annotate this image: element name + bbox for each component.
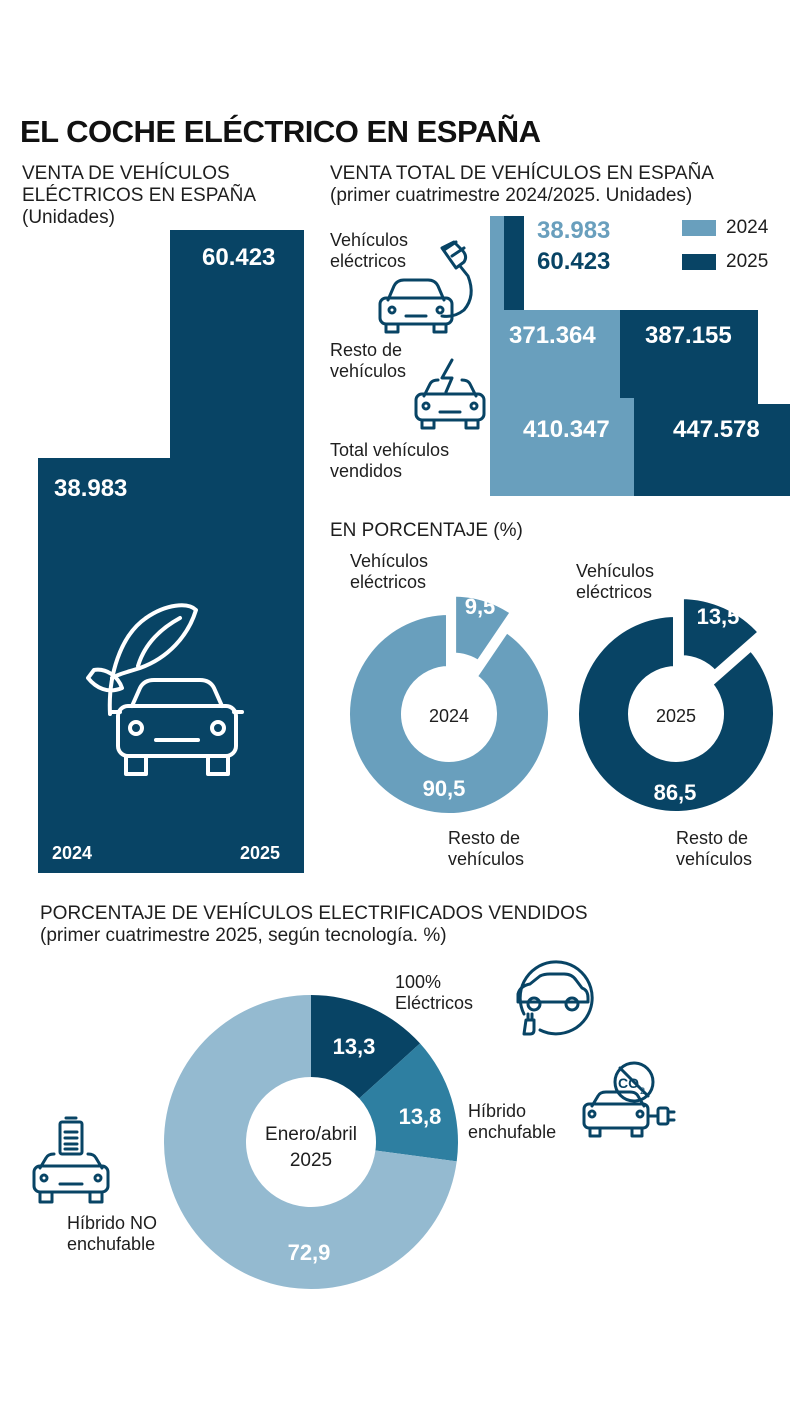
donut-tech-center-label-1: Enero/abril — [265, 1124, 357, 1145]
donut-2025-rest-slice — [573, 610, 779, 817]
legend-label-2025: 2025 — [726, 251, 769, 272]
tech-chart-heading: PORCENTAJE DE VEHÍCULOS ELECTRIFICADOS V… — [40, 903, 588, 947]
donut-tech-phev-slice — [359, 1043, 458, 1162]
bev-label: 100% Eléctricos — [395, 972, 473, 1014]
co2-car-icon: CO 2 — [578, 1060, 678, 1144]
pct-2024-ev-label-line-1: Vehículos — [350, 551, 429, 571]
bar-2025 — [170, 230, 304, 873]
pct-2025-rest-label-line-1: Resto de — [676, 828, 749, 848]
total-2025-value: 447.578 — [673, 416, 760, 443]
hev-label: Híbrido NO enchufable — [67, 1213, 157, 1255]
hev-label-line-2: enchufable — [67, 1234, 156, 1254]
legend-label-2024: 2024 — [726, 217, 769, 238]
donut-2024: 9,5 90,5 2024 — [344, 590, 554, 819]
donut-2024-rest-slice-value: 90,5 — [423, 776, 466, 801]
rest-2024-value: 371.364 — [509, 322, 596, 349]
ev-2024-bar — [490, 216, 504, 310]
ev-2025-bar — [504, 216, 524, 310]
tech-heading-line-2: (primer cuatrimestre 2025, según tecnolo… — [40, 925, 447, 946]
rest-2024-bar — [490, 310, 620, 398]
rest-2025-bar — [620, 310, 758, 404]
charging-car-icon — [410, 356, 490, 432]
ev-car-icon — [510, 958, 594, 1040]
leaf-car-icon — [48, 596, 248, 786]
row-ev-label-line-1: Vehículos — [330, 230, 409, 250]
row-rest-label: Resto de vehículos — [330, 340, 406, 382]
donut-2025: 13,5 86,5 2025 — [573, 593, 779, 817]
svg-text:2: 2 — [640, 1086, 645, 1096]
pct-2024-rest-label-line-1: Resto de — [448, 828, 521, 848]
total-heading-line-1: VENTA TOTAL DE VEHÍCULOS EN ESPAÑA — [330, 163, 714, 184]
left-heading-line-1: VENTA DE VEHÍCULOS — [22, 163, 230, 184]
bev-label-line-2: Eléctricos — [395, 993, 474, 1013]
bar-2025-value: 60.423 — [202, 244, 276, 271]
pct-heading: EN PORCENTAJE (%) — [330, 520, 523, 541]
donut-tech-hev-slice-value: 72,9 — [288, 1240, 331, 1265]
donut-tech-bev-slice-value: 13,3 — [333, 1034, 376, 1059]
pct-2024-rest-label-line-2: vehículos — [448, 849, 525, 869]
battery-car-icon — [30, 1116, 110, 1206]
left-heading-line-2: ELÉCTRICOS EN ESPAÑA — [22, 185, 257, 206]
tech-heading-line-1: PORCENTAJE DE VEHÍCULOS ELECTRIFICADOS V… — [40, 903, 588, 924]
total-heading-line-2: (primer cuatrimestre 2024/2025. Unidades… — [330, 185, 693, 206]
donut-tech-hev-slice — [164, 995, 457, 1289]
bar-2024-label: 2024 — [52, 843, 93, 863]
donut-2025-ev-slice — [677, 593, 766, 678]
pct-2024-ev-label-line-2: eléctricos — [350, 572, 427, 592]
donut-2025-center-label-1: 2025 — [656, 706, 696, 726]
pct-2025-ev-label: Vehículos eléctricos — [576, 561, 654, 603]
total-2024-value: 410.347 — [523, 416, 610, 443]
bar-2025-label: 2025 — [240, 843, 281, 863]
donut-tech-bev-slice — [311, 995, 421, 1099]
donut-2024-ev-slice — [450, 590, 518, 668]
ev-2025-value: 60.423 — [537, 248, 611, 275]
plug-car-icon — [372, 236, 484, 336]
row-total-label: Total vehículos vendidos — [330, 440, 449, 482]
row-rest-label-line-2: vehículos — [330, 361, 407, 381]
bev-label-line-1: 100% — [395, 972, 442, 992]
pct-2024-rest-label: Resto de vehículos — [448, 828, 524, 870]
pct-2025-ev-label-line-1: Vehículos — [576, 561, 655, 581]
hev-label-line-1: Híbrido NO — [67, 1213, 158, 1233]
pct-2025-ev-label-line-2: eléctricos — [576, 582, 653, 602]
left-heading-line-3: (Unidades) — [22, 207, 115, 228]
donut-tech-center-label-2: 2025 — [290, 1150, 332, 1171]
pct-2025-rest-label-line-2: vehículos — [676, 849, 753, 869]
legend-swatch-2024 — [682, 220, 716, 236]
row-ev-label: Vehículos eléctricos — [330, 230, 408, 272]
total-chart-heading: VENTA TOTAL DE VEHÍCULOS EN ESPAÑA (prim… — [330, 163, 714, 207]
page-title: EL COCHE ELÉCTRICO EN ESPAÑA — [20, 114, 541, 149]
pct-2025-rest-label: Resto de vehículos — [676, 828, 752, 870]
row-rest-label-line-1: Resto de — [330, 340, 403, 360]
svg-text:CO: CO — [618, 1075, 639, 1091]
donut-2025-ev-slice-value: 13,5 — [697, 604, 740, 629]
donut-tech-phev-slice-value: 13,8 — [399, 1104, 442, 1129]
donut-2024-center-label-1: 2024 — [429, 706, 469, 726]
phev-label: Híbrido enchufable — [468, 1101, 556, 1143]
row-total-label-line-1: Total vehículos — [330, 440, 450, 460]
donut-2025-rest-slice-value: 86,5 — [654, 780, 697, 805]
ev-2024-value: 38.983 — [537, 217, 611, 244]
left-chart-heading: VENTA DE VEHÍCULOS ELÉCTRICOS EN ESPAÑA … — [22, 163, 256, 229]
total-2024-bar — [490, 398, 634, 496]
phev-label-line-1: Híbrido — [468, 1101, 527, 1121]
donut-2024-ev-slice-value: 9,5 — [465, 594, 496, 619]
donut-2024-rest-slice — [344, 608, 554, 819]
rest-2025-value: 387.155 — [645, 322, 732, 349]
total-2025-bar — [634, 404, 790, 496]
bar-2024-value: 38.983 — [54, 475, 128, 502]
pct-2024-ev-label: Vehículos eléctricos — [350, 551, 428, 593]
legend-swatch-2025 — [682, 254, 716, 270]
row-ev-label-line-2: eléctricos — [330, 251, 407, 271]
donut-tech: 13,3 13,8 72,9 Enero/abril 2025 — [164, 995, 458, 1289]
phev-label-line-2: enchufable — [468, 1122, 557, 1142]
row-total-label-line-2: vendidos — [330, 461, 403, 481]
